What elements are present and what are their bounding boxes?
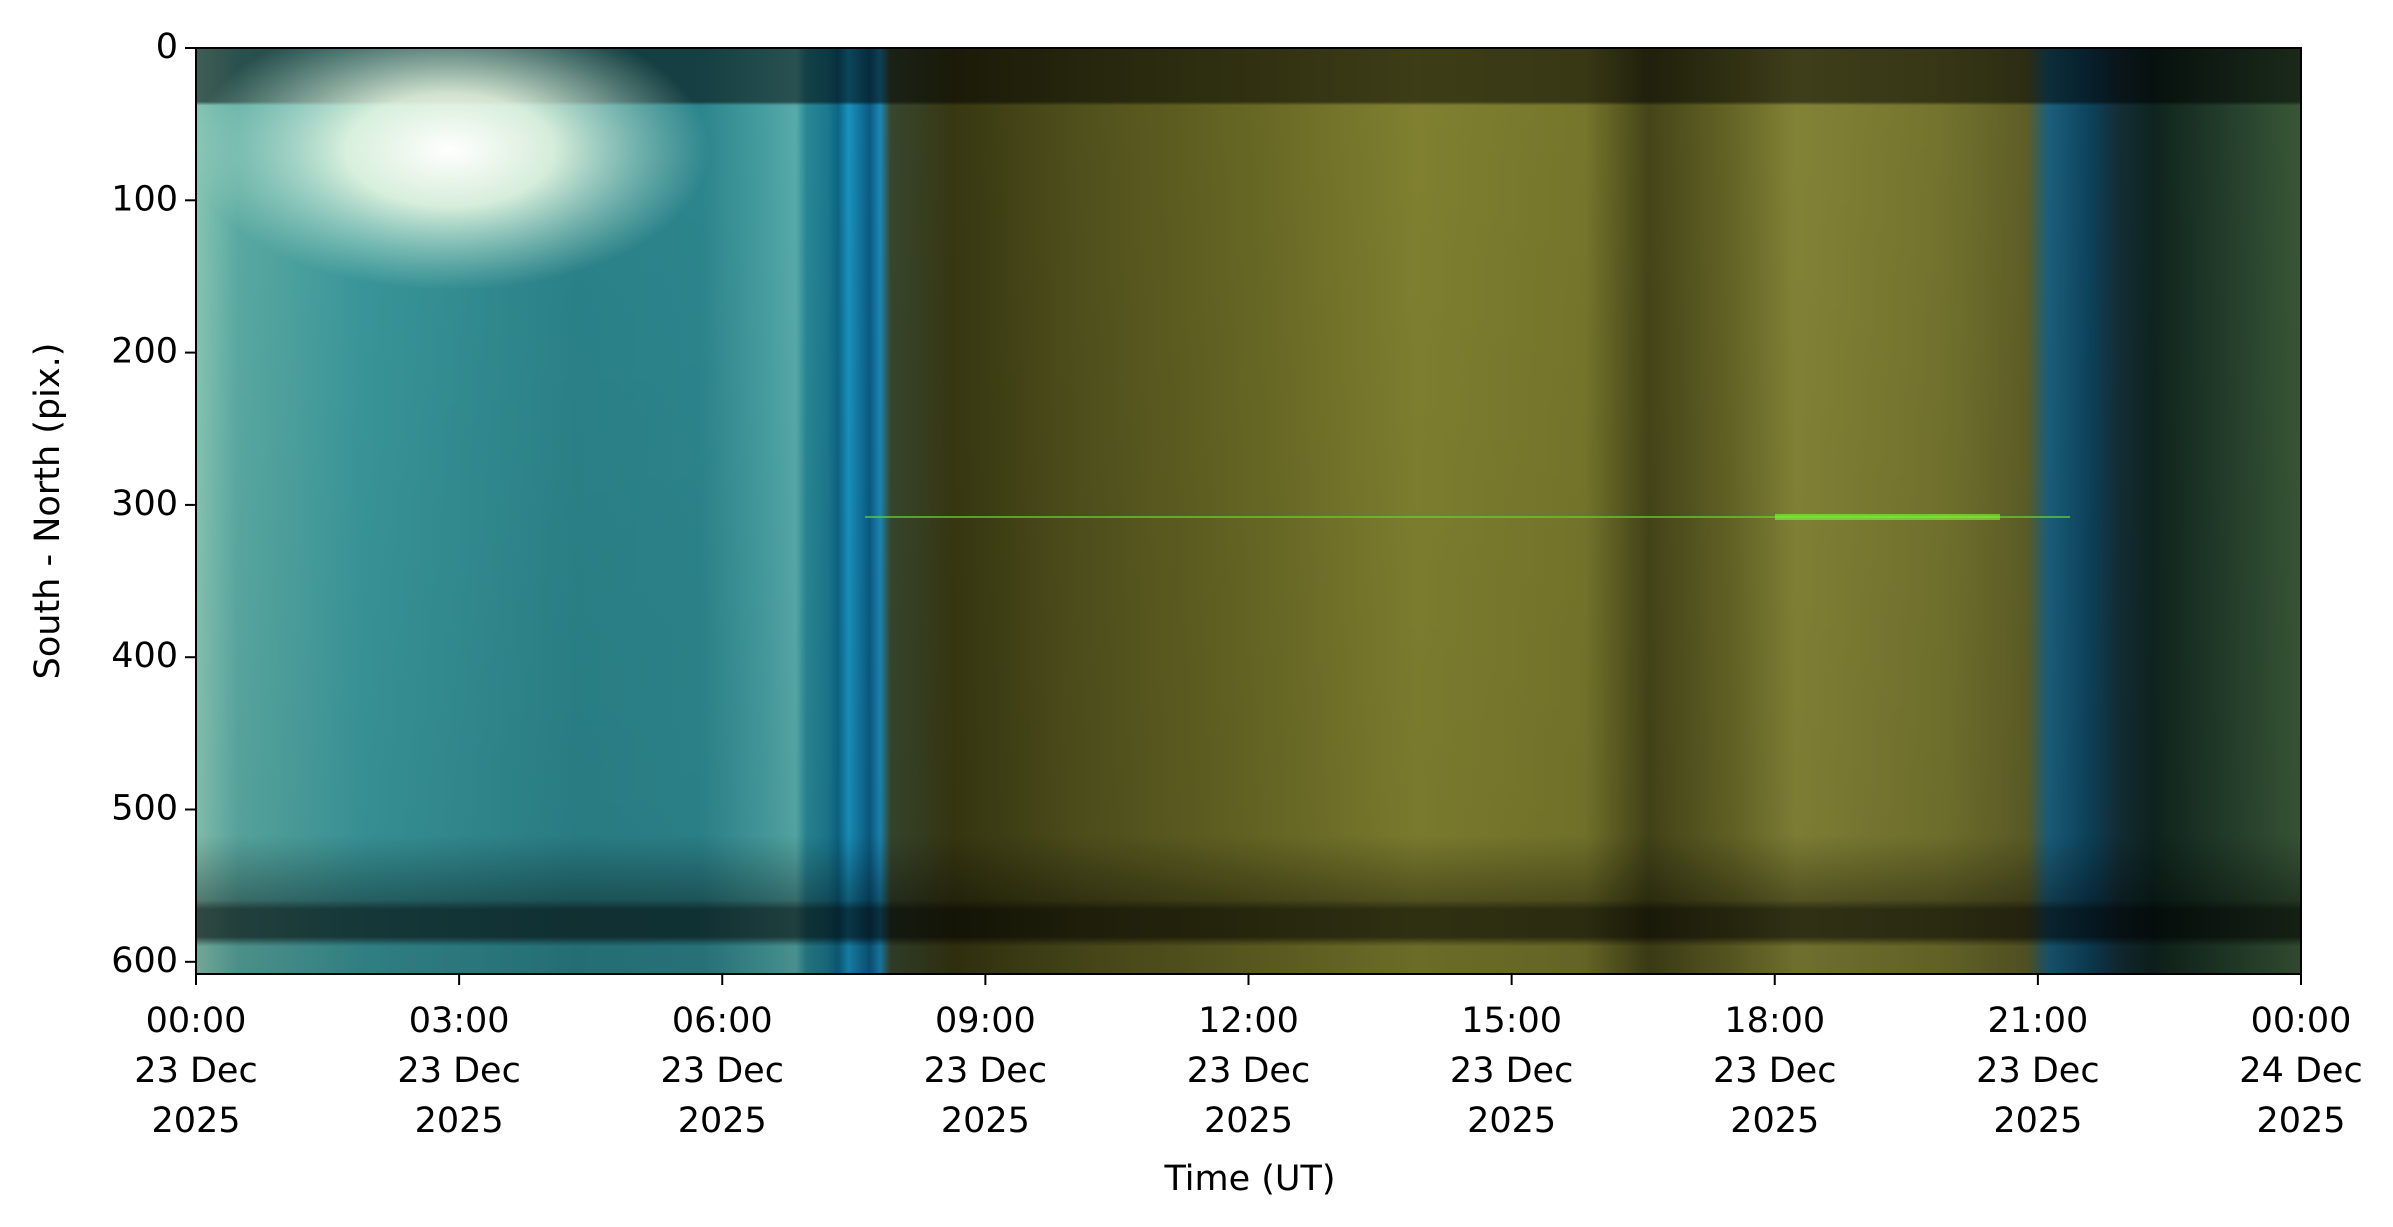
x-tick-label: 00:00 24 Dec 2025	[2239, 1001, 2362, 1141]
y-axis-label: South - North (pix.)	[28, 343, 68, 680]
x-tick-label: 12:00 23 Dec 2025	[1187, 1001, 1310, 1141]
y-tick-label: 100	[111, 179, 178, 219]
y-tick-label: 300	[111, 484, 178, 524]
y-tick-label: 600	[111, 941, 178, 981]
x-tick-label: 21:00 23 Dec 2025	[1976, 1001, 2099, 1141]
x-axis-label: Time (UT)	[1163, 1159, 1335, 1199]
x-tick-label: 18:00 23 Dec 2025	[1713, 1001, 1836, 1141]
x-tick-label: 00:00 23 Dec 2025	[134, 1001, 257, 1141]
y-tick-label: 400	[111, 636, 178, 676]
y-tick-label: 200	[111, 332, 178, 372]
y-tick-label: 0	[156, 27, 178, 67]
keogram-image	[196, 48, 2301, 974]
y-tick-label: 500	[111, 789, 178, 829]
x-tick-label: 09:00 23 Dec 2025	[924, 1001, 1047, 1141]
x-tick-label: 06:00 23 Dec 2025	[661, 1001, 784, 1141]
x-tick-label: 03:00 23 Dec 2025	[397, 1001, 520, 1141]
x-tick-label: 15:00 23 Dec 2025	[1450, 1001, 1573, 1141]
